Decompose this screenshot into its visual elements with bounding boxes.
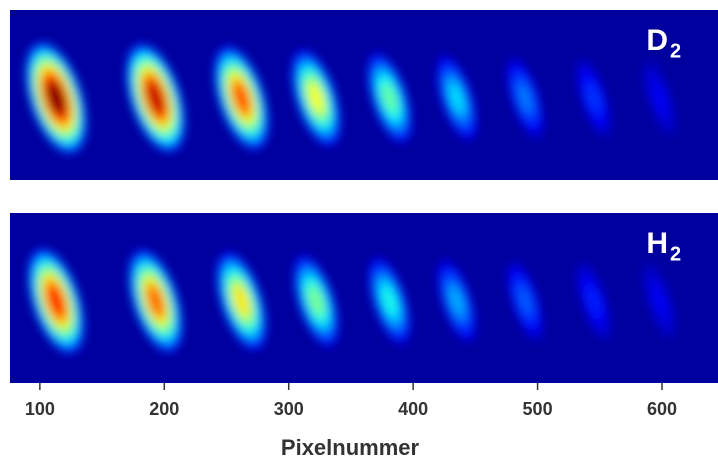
panel-label-subscript: 2 <box>670 243 681 265</box>
x-tick-label: 500 <box>523 399 553 419</box>
spot <box>128 249 183 353</box>
spot <box>126 43 186 153</box>
spot <box>293 255 339 347</box>
spot <box>436 54 478 142</box>
x-tick-label: 300 <box>274 399 304 419</box>
spot <box>642 59 677 137</box>
spot <box>576 261 612 341</box>
spot <box>506 56 544 140</box>
spot <box>291 49 341 147</box>
spot-layer <box>27 248 677 354</box>
x-tick-label: 600 <box>647 399 677 419</box>
panel-background <box>10 10 718 180</box>
spot-layer <box>25 42 677 154</box>
spot <box>437 258 477 344</box>
x-tick-label: 100 <box>25 399 55 419</box>
panel-background <box>10 213 718 383</box>
x-axis-label: Pixelnummer <box>281 435 420 460</box>
panel-label: D <box>646 24 668 57</box>
x-tick-label: 200 <box>149 399 179 419</box>
spot <box>27 248 85 354</box>
spot <box>25 42 87 154</box>
spot <box>216 252 267 350</box>
spot <box>368 256 411 346</box>
spot <box>506 260 544 342</box>
panel-label-subscript: 2 <box>670 40 681 62</box>
x-tick-label: 400 <box>398 399 428 419</box>
spot <box>367 52 412 144</box>
panel-label: H <box>646 227 668 260</box>
spot <box>642 262 677 340</box>
spot <box>575 58 612 138</box>
spot <box>214 46 269 150</box>
